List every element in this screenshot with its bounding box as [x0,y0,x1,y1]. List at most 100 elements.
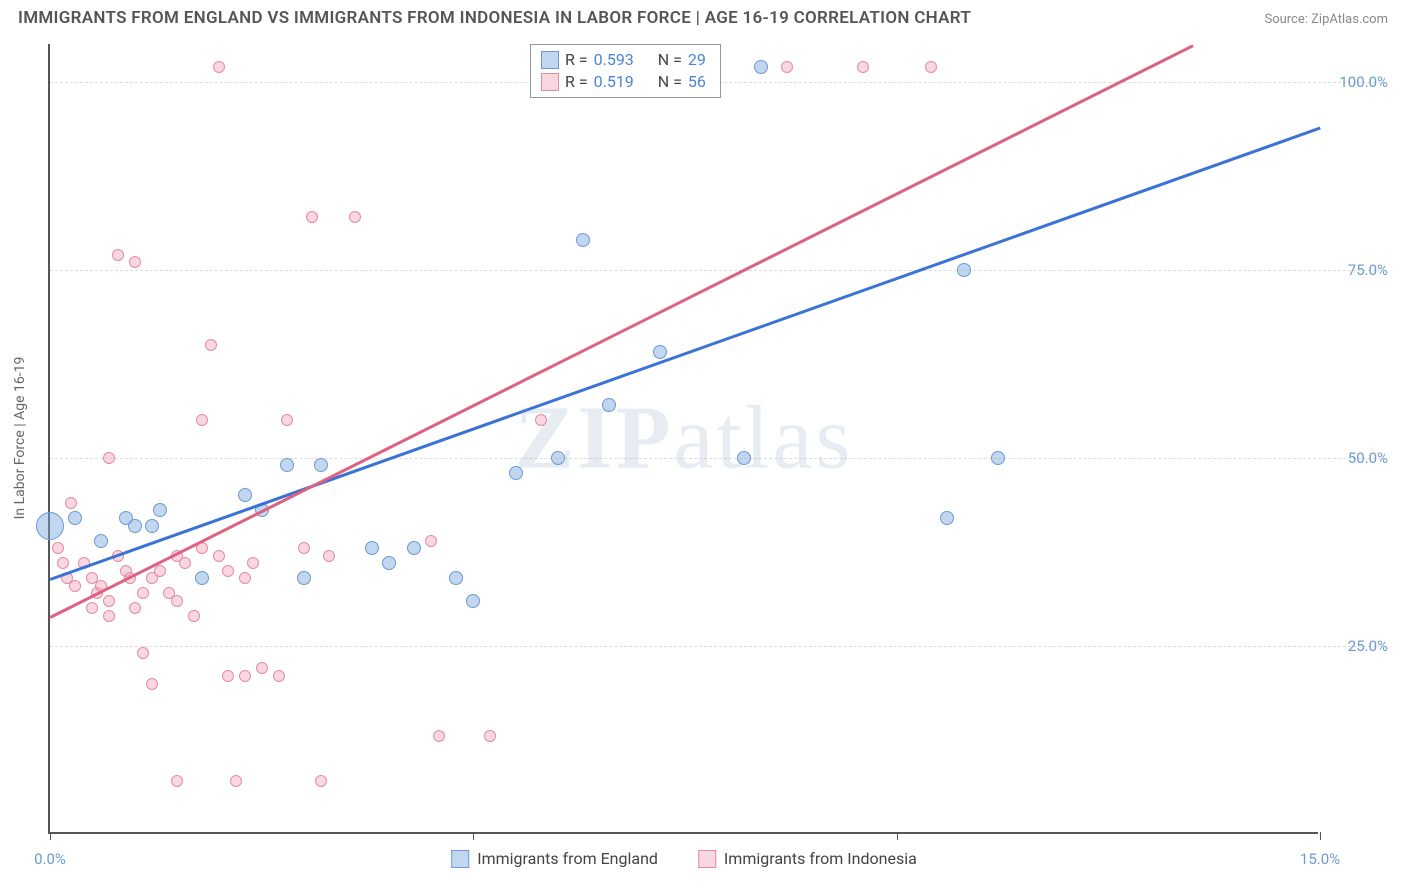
scatter-point [129,602,141,614]
legend-swatch-icon [451,850,469,868]
scatter-point [195,571,209,585]
scatter-point [145,519,159,533]
legend-series-item: Immigrants from Indonesia [698,849,917,868]
x-tick [1320,832,1321,840]
scatter-point [153,503,167,517]
scatter-point [213,550,225,562]
scatter-point [256,662,268,674]
scatter-point [239,670,251,682]
scatter-point [281,414,293,426]
legend-series-label: Immigrants from Indonesia [724,849,917,868]
chart-title: IMMIGRANTS FROM ENGLAND VS IMMIGRANTS FR… [18,8,971,28]
scatter-point [382,556,396,570]
scatter-point [146,678,158,690]
scatter-point [298,542,310,554]
scatter-point [129,256,141,268]
legend-correlation-box: R = 0.593 N = 29 R = 0.519 N = 56 [530,44,721,98]
x-tick [50,832,51,840]
scatter-point [188,610,200,622]
scatter-point [222,565,234,577]
scatter-point [602,398,616,412]
scatter-point [425,535,437,547]
y-tick-label: 50.0% [1324,449,1388,467]
scatter-point [940,511,954,525]
scatter-point [68,511,82,525]
scatter-point [196,414,208,426]
r-value: 0.593 [594,49,634,71]
scatter-point [857,61,869,73]
scatter-point [314,458,328,472]
x-tick-label: 15.0% [1300,850,1340,868]
scatter-point [86,602,98,614]
scatter-point [137,587,149,599]
legend-swatch-icon [541,73,559,91]
scatter-point [925,61,937,73]
scatter-point [349,211,361,223]
scatter-point [69,580,81,592]
scatter-point [297,571,311,585]
x-tick [473,832,474,840]
scatter-point [205,339,217,351]
scatter-point [238,488,252,502]
legend-swatch-icon [698,850,716,868]
scatter-point [551,451,565,465]
x-tick-label: 0.0% [34,850,66,868]
r-label: R = [565,71,588,93]
legend-correlation-row: R = 0.519 N = 56 [541,71,706,93]
scatter-point [230,775,242,787]
n-label: N = [658,49,682,71]
scatter-point [781,61,793,73]
scatter-point [306,211,318,223]
y-tick-label: 75.0% [1324,261,1388,279]
scatter-point [433,730,445,742]
scatter-point [137,647,149,659]
scatter-point [653,345,667,359]
scatter-point [36,512,64,540]
y-tick-label: 25.0% [1324,637,1388,655]
scatter-point [154,565,166,577]
scatter-point [128,519,142,533]
legend-series-label: Immigrants from England [477,849,658,868]
r-value: 0.519 [594,71,634,93]
x-tick [897,832,898,840]
scatter-point [365,541,379,555]
legend-series-item: Immigrants from England [451,849,658,868]
gridline-h [50,458,1386,459]
scatter-point [239,572,251,584]
scatter-point [280,458,294,472]
y-axis-title: In Labor Force | Age 16-19 [12,357,28,520]
legend-series: Immigrants from England Immigrants from I… [451,849,917,868]
scatter-point [315,775,327,787]
scatter-point [754,60,768,74]
scatter-point [213,61,225,73]
plot-area: In Labor Force | Age 16-19 R = 0.593 N =… [48,44,1318,834]
scatter-point [52,542,64,554]
scatter-point [323,550,335,562]
n-value: 29 [688,49,706,71]
source-label: Source: ZipAtlas.com [1264,12,1388,27]
scatter-point [737,451,751,465]
scatter-point [103,610,115,622]
scatter-point [957,263,971,277]
scatter-point [171,775,183,787]
scatter-point [247,557,259,569]
scatter-point [65,497,77,509]
gridline-h [50,646,1386,647]
trend-line [49,44,1193,618]
scatter-point [57,557,69,569]
scatter-point [991,451,1005,465]
scatter-point [179,557,191,569]
scatter-point [535,414,547,426]
legend-correlation-row: R = 0.593 N = 29 [541,49,706,71]
scatter-point [509,466,523,480]
scatter-point [112,249,124,261]
plot-container: In Labor Force | Age 16-19 R = 0.593 N =… [48,44,1388,834]
trend-line [50,127,1321,581]
scatter-point [222,670,234,682]
scatter-point [484,730,496,742]
n-label: N = [658,71,682,93]
scatter-point [407,541,421,555]
legend-swatch-icon [541,51,559,69]
scatter-point [171,595,183,607]
watermark-atlas: atlas [674,389,854,488]
